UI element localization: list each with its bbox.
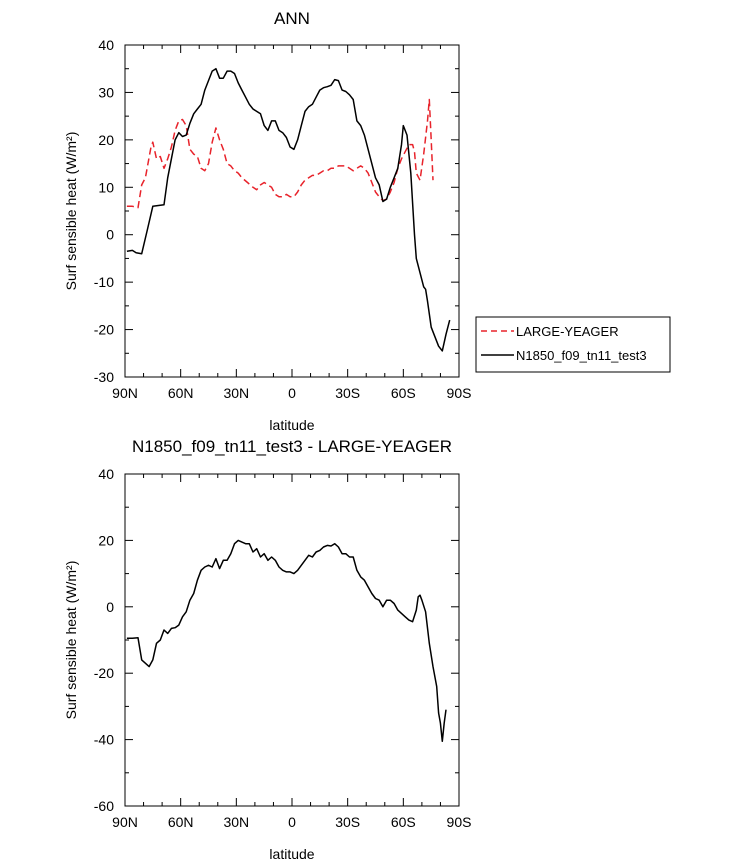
x-axis-label: latitude — [269, 417, 314, 433]
x-tick-label: 30N — [223, 814, 249, 830]
legend-box — [475, 316, 671, 373]
plot-frame — [124, 44, 460, 378]
y-tick-label: -40 — [94, 732, 114, 748]
x-tick-label: 0 — [288, 385, 296, 401]
y-tick-label: 20 — [98, 532, 114, 548]
legend-label-large-yeager: LARGE-YEAGER — [516, 324, 619, 339]
chart-title: N1850_f09_tn11_test3 - LARGE-YEAGER — [132, 437, 452, 456]
legend: LARGE-YEAGER N1850_f09_tn11_test3 — [475, 316, 671, 373]
x-tick-label: 90N — [112, 385, 138, 401]
x-tick-label: 0 — [288, 814, 296, 830]
series-line-n1850-f09-tn11-test3 — [126, 67, 451, 352]
y-tick-label: 30 — [98, 84, 114, 100]
y-tick-label: 40 — [98, 466, 114, 482]
panel-annual-mean: ANN latitude Surf sensible heat (W/m²) 9… — [63, 9, 471, 433]
y-tick-label: 40 — [98, 37, 114, 53]
y-tick-label: -10 — [94, 274, 114, 290]
series-line-large-yeager — [126, 98, 434, 209]
x-axis-label: latitude — [269, 846, 314, 862]
x-tick-label: 60S — [391, 814, 416, 830]
y-axis-label: Surf sensible heat (W/m²) — [63, 132, 79, 291]
x-tick-label: 90N — [112, 814, 138, 830]
x-tick-label: 30N — [223, 385, 249, 401]
x-tick-label: 30S — [335, 814, 360, 830]
y-tick-label: 20 — [98, 132, 114, 148]
plot-frame — [124, 473, 460, 807]
x-tick-label: 90S — [447, 385, 472, 401]
y-tick-label: -20 — [94, 322, 114, 338]
panel-difference: N1850_f09_tn11_test3 - LARGE-YEAGER lati… — [63, 437, 471, 862]
x-tick-label: 90S — [447, 814, 472, 830]
x-tick-label: 60N — [168, 814, 194, 830]
y-tick-label: -30 — [94, 369, 114, 385]
y-tick-label: -20 — [94, 665, 114, 681]
y-tick-label: -60 — [94, 798, 114, 814]
x-tick-label: 60S — [391, 385, 416, 401]
y-axis-label: Surf sensible heat (W/m²) — [63, 561, 79, 720]
x-tick-label: 30S — [335, 385, 360, 401]
y-tick-label: 0 — [106, 599, 114, 615]
legend-label-n1850: N1850_f09_tn11_test3 — [516, 348, 647, 363]
chart-title: ANN — [274, 9, 310, 28]
y-tick-label: 10 — [98, 179, 114, 195]
x-tick-label: 60N — [168, 385, 194, 401]
y-tick-label: 0 — [106, 227, 114, 243]
series-line-difference — [126, 539, 447, 743]
